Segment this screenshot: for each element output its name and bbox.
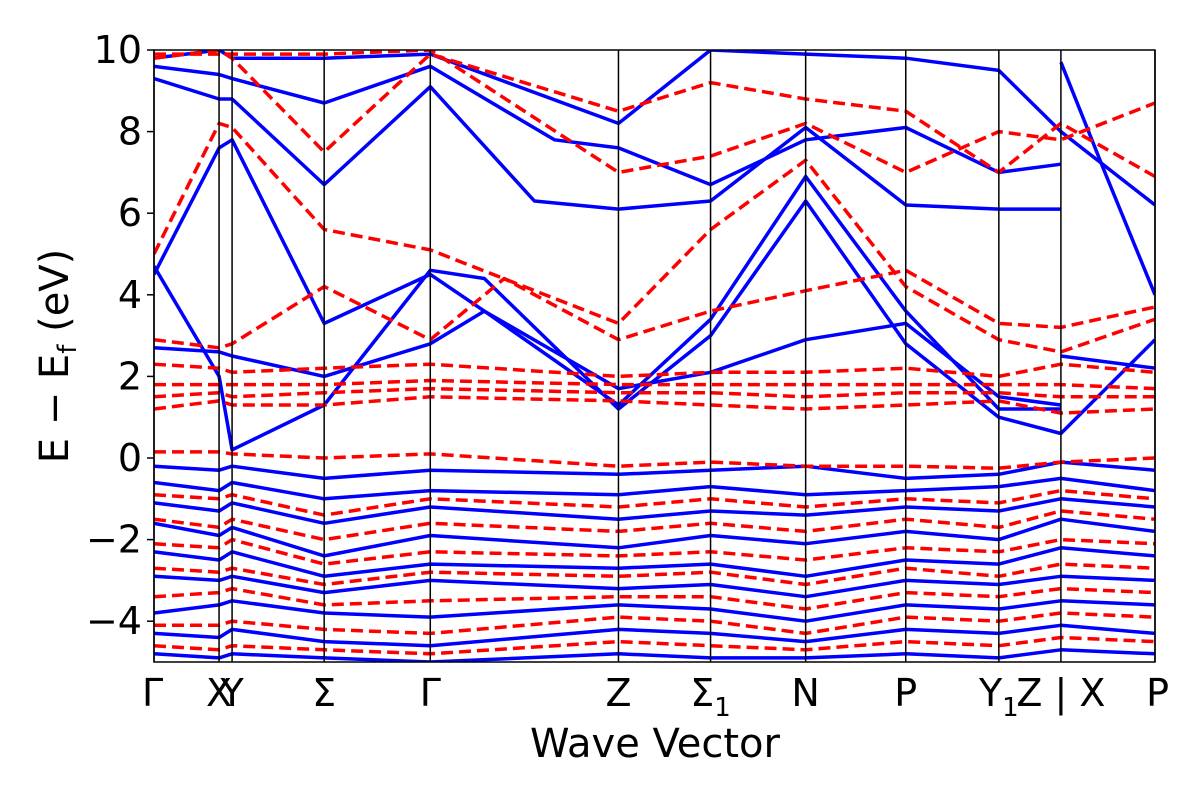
solid-blue-band-12 <box>154 76 1061 211</box>
bands-layer <box>154 50 1155 662</box>
dashed-red-band-13 <box>154 586 1155 611</box>
y-axis-title-sub: f <box>53 344 83 354</box>
dashed-red-band-4 <box>154 362 1155 379</box>
y-tick-label-1: −2 <box>86 518 142 562</box>
y-axis-title-unit: (eV) <box>32 249 78 345</box>
dashed-red-band-2 <box>154 386 1155 399</box>
y-tick-label-6: 8 <box>118 110 142 154</box>
solid-blue-band-15 <box>1059 61 1155 296</box>
x-tick-label-4: Γ <box>420 671 441 715</box>
x-tick-label-3: Σ <box>312 671 336 715</box>
solid-blue-band-5 <box>154 574 1155 599</box>
solid-blue-band-13 <box>154 64 1062 187</box>
x-tick-label-8: P <box>894 671 917 715</box>
solid-blue-band-16 <box>1060 354 1155 370</box>
x-tick-label-2: Y <box>219 671 244 715</box>
solid-blue-band-0 <box>154 460 1155 481</box>
solid-blue-band-2 <box>154 497 1155 526</box>
dashed-red-band-3 <box>154 378 1155 391</box>
x-tick-label-9: Y1 <box>978 671 1019 723</box>
y-tick-label-0: −4 <box>86 599 142 643</box>
dashed-red-band-10 <box>154 509 1155 542</box>
x-tick-label-6: Σ1 <box>690 671 731 723</box>
solid-blue-band-10 <box>154 138 1061 411</box>
solid-blue-band-4 <box>154 546 1155 579</box>
y-tick-label-3: 2 <box>118 354 142 398</box>
dashed-red-band-14 <box>154 611 1155 636</box>
plot-frame <box>153 49 1156 663</box>
y-tick-label-7: 10 <box>94 28 142 72</box>
x-tick-label-7: N <box>791 671 819 715</box>
x-tick-label-1: X <box>206 671 232 715</box>
dashed-red-band-15 <box>154 635 1155 656</box>
x-axis-title: Wave Vector <box>530 721 781 767</box>
y-axis-title-main: E − E <box>32 354 78 464</box>
solid-blue-band-7 <box>154 623 1155 648</box>
solid-blue-band-8 <box>154 648 1155 662</box>
dashed-red-band-1 <box>154 395 1155 415</box>
dashed-red-band-9 <box>154 488 1155 517</box>
y-axis-ticks: −4 −2 0 2 4 6 8 10 <box>86 28 154 643</box>
y-axis-title: E − Ef (eV) <box>32 249 83 464</box>
x-tick-label-10: Z | X <box>1016 671 1105 716</box>
solid-blue-band-11 <box>154 309 1062 407</box>
solid-blue-band-14 <box>154 50 1155 207</box>
dashed-red-band-7 <box>154 50 1155 179</box>
solid-blue-band-3 <box>154 517 1155 558</box>
solid-blue-band-1 <box>154 476 1155 501</box>
x-tick-label-11: P <box>1146 671 1169 715</box>
dashed-red-band-0 <box>154 450 1155 470</box>
y-tick-label-5: 6 <box>118 191 142 235</box>
dashed-red-band-6 <box>154 121 1155 354</box>
x-tick-label-5: Z <box>605 671 631 715</box>
dashed-red-band-8 <box>154 50 1155 175</box>
x-tick-label-0: Γ <box>142 671 163 715</box>
dashed-red-band-11 <box>154 537 1155 566</box>
y-tick-label-4: 4 <box>118 273 142 317</box>
dashed-red-band-12 <box>154 562 1155 587</box>
y-tick-label-2: 0 <box>118 436 142 480</box>
solid-blue-band-6 <box>154 599 1155 623</box>
